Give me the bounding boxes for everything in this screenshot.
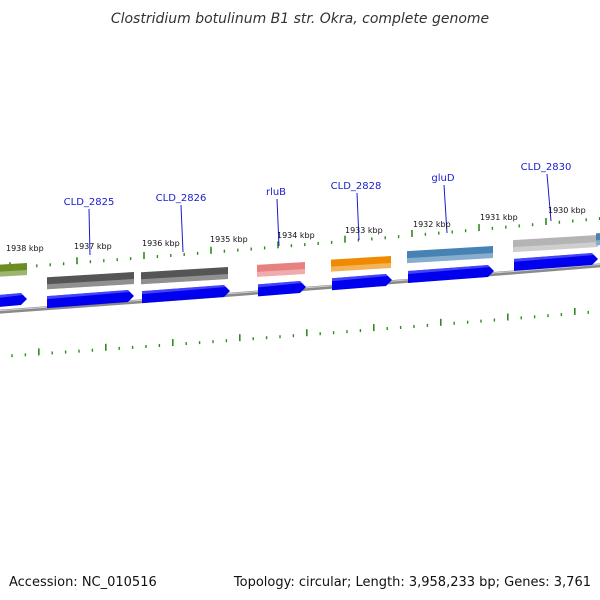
gene-label-leader [356,192,360,241]
gene-label-cld-2825[interactable]: CLD_2825 [64,197,115,208]
tick-label: 1938 kbp [6,244,44,253]
gene-label-cld-2830[interactable]: CLD_2830 [521,162,572,173]
accession-text: Accession: NC_010516 [9,575,157,590]
tick-label: 1935 kbp [210,235,248,244]
gene-label-leader [276,198,280,247]
tick-label: 1930 kbp [548,206,586,215]
gene-blocks [0,233,600,290]
tick-label: 1934 kbp [277,231,315,240]
gene-block [407,246,493,264]
cds-arrow-highlight [47,290,130,300]
gene-label-cld-2828[interactable]: CLD_2828 [331,181,382,192]
gene-label-leader [546,173,552,222]
tick-label: 1931 kbp [480,213,518,222]
cds-arrows [0,253,598,309]
outer-tick-row [11,307,589,358]
tick-label: 1933 kbp [345,226,383,235]
tick-label: 1937 kbp [74,242,112,251]
gene-block [513,235,598,253]
gene-block [141,267,228,285]
gene-block-shade [331,263,391,272]
gene-block [331,256,391,272]
tick-label: 1936 kbp [142,239,180,248]
gene-block-shade [47,279,134,290]
cds-arrow-highlight [142,285,226,295]
gene-label-rlub[interactable]: rluB [266,187,286,198]
gene-block-shade [257,269,305,277]
gene-block-shade [513,242,598,253]
gene-label-leader [88,208,91,256]
gene-block [596,233,600,246]
cds-arrow-highlight [0,293,23,298]
tick-label: 1932 kbp [413,220,451,229]
cds-arrow-highlight [408,265,490,275]
cds-arrow-highlight [332,274,388,282]
gene-label-leader [180,204,184,253]
cds-arrow-highlight [514,253,594,262]
gene-label-leader [443,184,448,234]
gene-label-lines [88,173,552,256]
cds-arrow-highlight [258,281,302,288]
gene-block-shade [596,240,600,246]
genome-stats-text: Topology: circular; Length: 3,958,233 bp… [233,575,591,590]
gene-block-shade [407,253,493,264]
gene-block-shade [0,270,27,277]
gene-label-glud[interactable]: gluD [431,173,454,184]
map-title: Clostridium botulinum B1 str. Okra, comp… [111,11,489,27]
gene-block [47,272,134,290]
gene-block [257,262,305,277]
gene-block [0,263,27,277]
inner-tick-row [9,217,600,270]
gene-label-cld-2826[interactable]: CLD_2826 [156,193,207,204]
gene-block-shade [141,274,228,285]
